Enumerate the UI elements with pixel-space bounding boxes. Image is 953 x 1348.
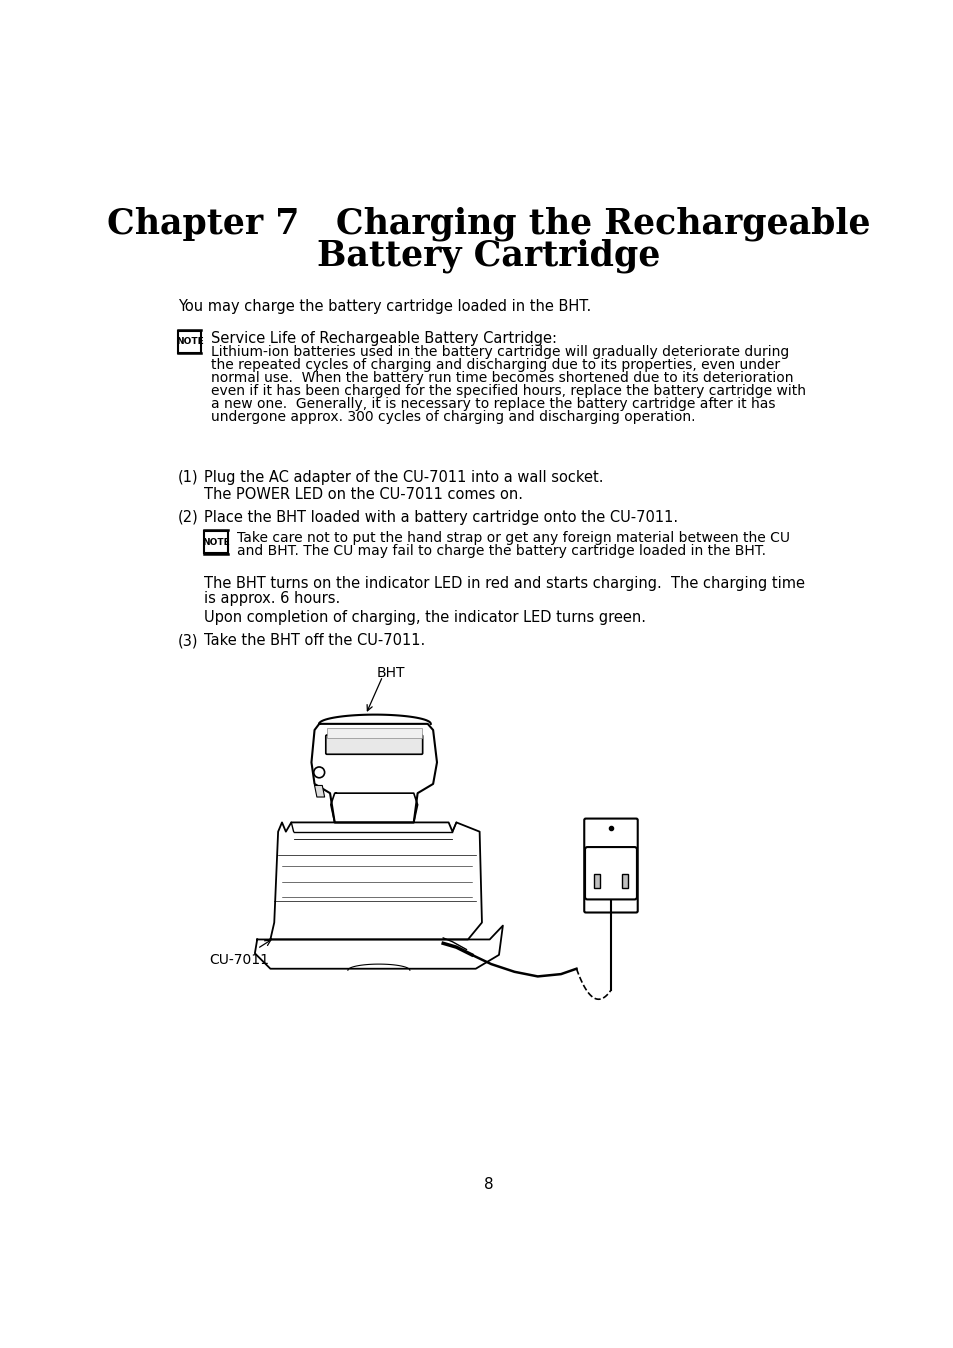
Text: Upon completion of charging, the indicator LED turns green.: Upon completion of charging, the indicat…: [204, 609, 646, 625]
Text: the repeated cycles of charging and discharging due to its properties, even unde: the repeated cycles of charging and disc…: [211, 359, 779, 372]
Text: (1): (1): [178, 469, 198, 485]
Text: normal use.  When the battery run time becomes shortened due to its deterioratio: normal use. When the battery run time be…: [211, 371, 792, 386]
Polygon shape: [270, 822, 481, 940]
Text: Lithium-ion batteries used in the battery cartridge will gradually deteriorate d: Lithium-ion batteries used in the batter…: [211, 345, 788, 359]
Circle shape: [314, 767, 324, 778]
FancyBboxPatch shape: [325, 735, 422, 755]
FancyBboxPatch shape: [583, 818, 637, 913]
Text: Service Life of Rechargeable Battery Cartridge:: Service Life of Rechargeable Battery Car…: [211, 332, 557, 346]
Text: undergone approx. 300 cycles of charging and discharging operation.: undergone approx. 300 cycles of charging…: [211, 411, 695, 425]
Text: Place the BHT loaded with a battery cartridge onto the CU-7011.: Place the BHT loaded with a battery cart…: [204, 510, 678, 524]
Text: The POWER LED on the CU-7011 comes on.: The POWER LED on the CU-7011 comes on.: [204, 487, 523, 501]
Bar: [621, 874, 628, 888]
Text: a new one.  Generally, it is necessary to replace the battery cartridge after it: a new one. Generally, it is necessary to…: [211, 398, 775, 411]
Polygon shape: [314, 786, 324, 797]
Polygon shape: [254, 926, 502, 969]
Polygon shape: [331, 793, 417, 822]
Bar: [178, 332, 201, 353]
Text: Take care not to put the hand strap or get any foreign material between the CU: Take care not to put the hand strap or g…: [236, 531, 789, 546]
Bar: [593, 874, 599, 888]
Text: even if it has been charged for the specified hours, replace the battery cartrid: even if it has been charged for the spec…: [211, 384, 805, 398]
Text: (3): (3): [178, 634, 198, 648]
Text: is approx. 6 hours.: is approx. 6 hours.: [204, 592, 340, 607]
Text: The BHT turns on the indicator LED in red and starts charging.  The charging tim: The BHT turns on the indicator LED in re…: [204, 576, 804, 590]
Text: Chapter 7   Charging the Rechargeable: Chapter 7 Charging the Rechargeable: [107, 206, 870, 241]
Text: CU-7011: CU-7011: [209, 953, 269, 968]
Text: Plug the AC adapter of the CU-7011 into a wall socket.: Plug the AC adapter of the CU-7011 into …: [204, 469, 603, 485]
Text: NOTE: NOTE: [202, 538, 230, 547]
Text: 8: 8: [483, 1177, 494, 1192]
FancyBboxPatch shape: [584, 847, 637, 899]
Polygon shape: [311, 724, 436, 822]
Text: and BHT. The CU may fail to charge the battery cartridge loaded in the BHT.: and BHT. The CU may fail to charge the b…: [236, 543, 765, 558]
Bar: [327, 728, 421, 737]
Text: NOTE: NOTE: [175, 337, 203, 346]
Text: Battery Cartridge: Battery Cartridge: [317, 239, 659, 274]
Text: You may charge the battery cartridge loaded in the BHT.: You may charge the battery cartridge loa…: [178, 299, 591, 314]
Bar: [204, 531, 228, 553]
Text: BHT: BHT: [376, 666, 405, 681]
Text: Take the BHT off the CU-7011.: Take the BHT off the CU-7011.: [204, 634, 425, 648]
Text: (2): (2): [178, 510, 198, 524]
